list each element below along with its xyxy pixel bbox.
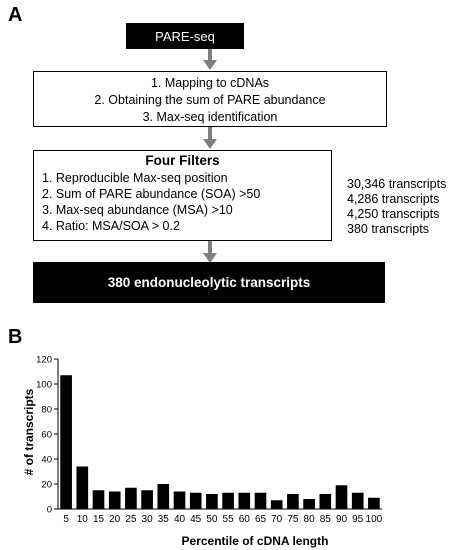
y-tick-label: 120	[36, 355, 52, 366]
bar-35	[157, 484, 170, 509]
y-tick-label: 0	[47, 505, 52, 516]
x-tick-label: 10	[77, 514, 89, 525]
step-2: 2. Obtaining the sum of PARE abundance	[94, 93, 326, 107]
y-tick-label: 40	[41, 455, 52, 466]
arrow-3	[203, 240, 217, 263]
filters-box: Four Filters 1. Reproducible Max-seq pos…	[33, 150, 332, 241]
x-tick-label: 60	[239, 514, 251, 525]
bar-55	[222, 492, 234, 509]
x-tick-label: 85	[320, 514, 332, 525]
x-tick-label: 45	[190, 514, 202, 525]
panel-b-label: B	[8, 326, 23, 348]
count-1: 30,346 transcripts	[347, 177, 447, 191]
arrow-2	[203, 126, 217, 149]
bar-15	[92, 490, 105, 509]
pare-seq-box: PARE-seq	[126, 23, 244, 49]
bar-20	[108, 491, 121, 509]
bar-100	[368, 497, 380, 509]
y-tick-label: 80	[41, 405, 52, 416]
x-tick-label: 35	[158, 514, 170, 525]
y-axis-label: # of transcripts	[22, 388, 36, 475]
bar-30	[141, 490, 153, 509]
filter-4: 4. Ratio: MSA/SOA > 0.2	[42, 219, 180, 233]
y-tick-label: 100	[36, 380, 52, 391]
y-tick-label: 60	[41, 430, 52, 441]
x-tick-label: 15	[93, 514, 105, 525]
steps-box: 1. Mapping to cDNAs 2. Obtaining the sum…	[33, 71, 387, 127]
bar-5	[60, 375, 72, 509]
x-tick-label: 5	[63, 514, 69, 525]
x-tick-label: 100	[366, 514, 383, 525]
result-label: 380 endonucleolytic transcripts	[107, 275, 311, 290]
y-tick-label: 20	[41, 480, 52, 491]
x-tick-label: 40	[174, 514, 186, 525]
flow-arrows	[203, 47, 217, 263]
x-tick-label: 75	[287, 514, 299, 525]
count-2: 4,286 transcripts	[347, 192, 440, 206]
bar-80	[303, 499, 315, 509]
x-tick-label: 30	[142, 514, 154, 525]
bar-50	[206, 494, 218, 509]
bar-25	[125, 487, 137, 509]
bar-75	[287, 494, 299, 509]
pare-seq-label: PARE-seq	[155, 28, 215, 44]
transcript-counts: 30,346 transcripts 4,286 transcripts 4,2…	[347, 177, 446, 237]
x-tick-label: 80	[304, 514, 316, 525]
bar-45	[189, 492, 202, 509]
x-tick-label: 95	[352, 514, 364, 525]
filter-3: 3. Max-seq abundance (MSA) >10	[42, 203, 233, 217]
bar-40	[173, 491, 186, 509]
count-3: 4,250 transcripts	[347, 207, 440, 221]
x-tick-label: 90	[336, 514, 348, 525]
bar-95	[351, 492, 364, 509]
x-tick-label: 50	[206, 514, 218, 525]
count-4: 380 transcripts	[347, 222, 429, 236]
bar-10	[76, 466, 89, 509]
x-tick-label: 20	[109, 514, 121, 525]
filter-1: 1. Reproducible Max-seq position	[42, 171, 228, 185]
step-1: 1. Mapping to cDNAs	[150, 76, 270, 90]
x-tick-label: 70	[271, 514, 283, 525]
bar-chart: # of transcripts Percentile of cDNA leng…	[22, 355, 383, 549]
bar-70	[270, 500, 283, 509]
bar-85	[319, 494, 332, 509]
filter-2: 2. Sum of PARE abundance (SOA) >50	[42, 187, 261, 201]
x-tick-label: 65	[255, 514, 267, 525]
result-box: 380 endonucleolytic transcripts	[33, 262, 385, 303]
x-axis-label: Percentile of cDNA length	[182, 534, 329, 548]
arrow-1	[203, 47, 217, 70]
x-tick-label: 25	[125, 514, 137, 525]
bar-65	[254, 492, 267, 509]
step-3: 3. Max-seq identification	[142, 110, 278, 124]
x-tick-label: 55	[223, 514, 235, 525]
filters-title: Four Filters	[145, 153, 220, 168]
bar-90	[335, 485, 348, 509]
bar-60	[238, 492, 251, 509]
panel-a-label: A	[8, 4, 23, 26]
